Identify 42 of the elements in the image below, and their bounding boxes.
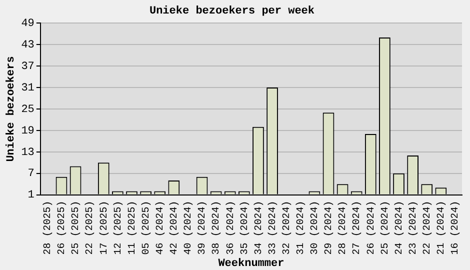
x-tick-label: 32 (2024)	[280, 200, 293, 255]
chart-title: Unieke bezoekers per week	[149, 5, 315, 18]
y-tick-label: 49	[21, 18, 34, 30]
x-tick-label: 35 (2024)	[238, 200, 251, 255]
y-tick-label: 37	[21, 61, 34, 74]
y-tick-label: 31	[21, 82, 35, 94]
x-tick-label: 11 (2025)	[126, 200, 138, 255]
x-tick-label: 05 (2025)	[140, 200, 152, 255]
x-tick-label: 17 (2025)	[98, 200, 110, 255]
y-tick-label: 7	[28, 168, 34, 180]
x-tick-label: 16 (2024)	[450, 200, 462, 255]
x-tick-label: 22 (2024)	[422, 200, 434, 255]
x-tick-label: 28 (2025)	[42, 200, 54, 255]
x-tick-label: 40 (2024)	[182, 200, 195, 255]
x-tick-label: 46 (2024)	[154, 200, 166, 255]
x-tick-label: 34 (2024)	[252, 200, 265, 255]
x-tick-label: 38 (2024)	[210, 200, 223, 255]
y-axis-title: Unieke bezoekers	[5, 56, 18, 162]
y-tick-label: 19	[21, 125, 34, 138]
x-tick-label: 24 (2024)	[393, 200, 406, 255]
y-tick-label: 1	[28, 190, 35, 202]
x-tick-label: 29 (2024)	[323, 200, 336, 255]
x-tick-label: 25 (2024)	[379, 200, 392, 255]
x-tick-label: 12 (2025)	[112, 200, 124, 255]
x-tick-label: 25 (2025)	[70, 200, 82, 255]
x-tick-label: 21 (2024)	[436, 200, 448, 255]
x-tick-label: 26 (2025)	[56, 200, 68, 255]
x-tick-label: 28 (2024)	[337, 200, 350, 255]
x-axis-title: Weeknummer	[218, 258, 284, 270]
x-tick-label: 30 (2024)	[309, 200, 322, 255]
x-tick-label: 22 (2025)	[84, 200, 96, 255]
y-tick-label: 25	[21, 104, 34, 116]
x-tick-label: 36 (2024)	[224, 200, 237, 255]
y-tick-label: 43	[21, 40, 34, 52]
x-tick-label: 39 (2024)	[196, 200, 209, 255]
x-tick-label: 23 (2024)	[407, 200, 420, 255]
y-tick-label: 13	[21, 146, 34, 159]
x-tick-label: 42 (2024)	[168, 200, 181, 255]
x-tick-label: 26 (2024)	[365, 200, 378, 255]
x-tick-label: 27 (2024)	[351, 200, 364, 255]
x-tick-label: 33 (2024)	[266, 200, 279, 255]
x-tick-label: 31 (2024)	[295, 200, 308, 255]
